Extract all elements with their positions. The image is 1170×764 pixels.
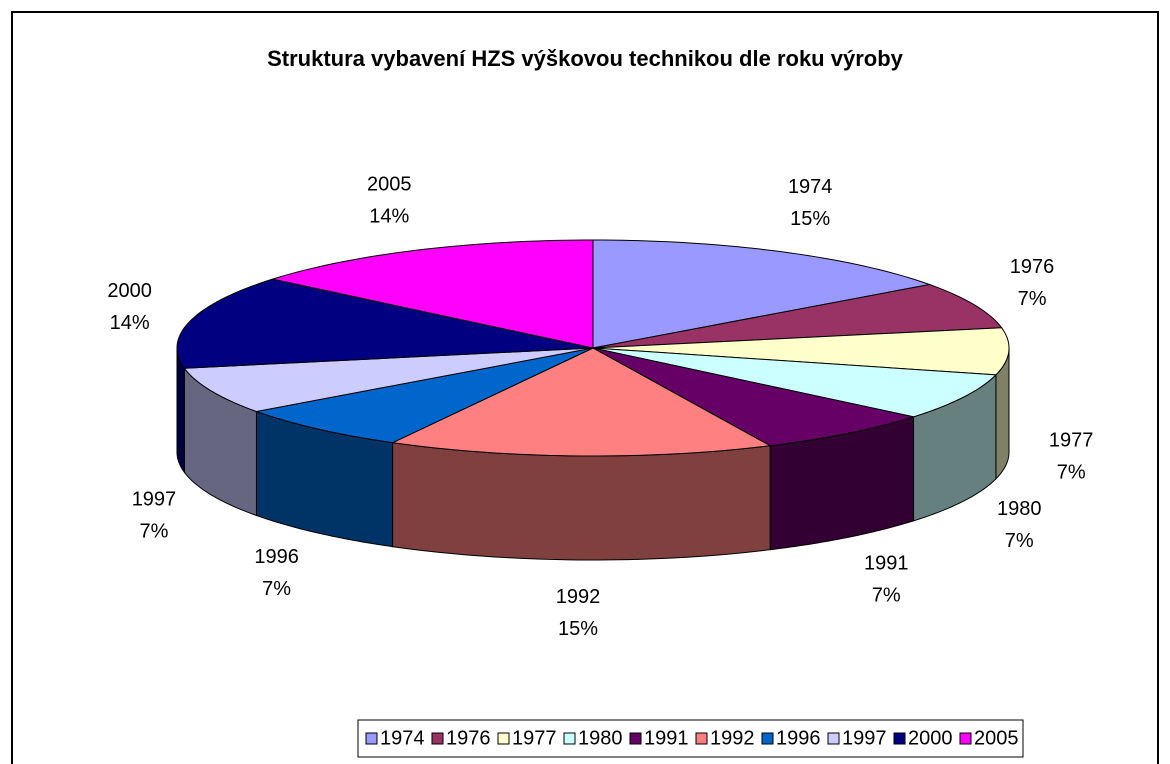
legend-swatch [629, 732, 642, 745]
legend-label: 1997 [842, 727, 887, 749]
legend-label: 1976 [446, 727, 491, 749]
legend-swatch [431, 732, 444, 745]
data-label-category: 1974 [788, 176, 833, 198]
legend-swatch [761, 732, 774, 745]
data-label-value: 15% [790, 208, 830, 230]
data-label-value: 14% [369, 206, 409, 228]
legend-label: 1980 [578, 727, 623, 749]
data-label-value: 14% [110, 312, 150, 334]
pie-slice [592, 327, 1010, 376]
legend-swatch [827, 732, 840, 745]
data-label-value: 7% [1018, 288, 1047, 310]
pie-slice [592, 347, 916, 447]
data-label-category: 1992 [556, 586, 601, 608]
pie-slice [176, 278, 594, 369]
legend-label: 1977 [512, 727, 557, 749]
legend-swatch [893, 732, 906, 745]
data-label-value: 7% [872, 584, 901, 606]
legend-label: 1991 [644, 727, 689, 749]
legend-label: 2000 [908, 727, 953, 749]
pie-slice [592, 284, 1003, 349]
data-label-value: 7% [262, 578, 291, 600]
pie-slice [183, 347, 594, 412]
pie-slice [592, 347, 998, 418]
legend-swatch [497, 732, 510, 745]
data-label-category: 1980 [997, 498, 1042, 520]
data-label-category: 2005 [367, 174, 412, 196]
pie-slice [592, 239, 932, 349]
legend-swatch [959, 732, 972, 745]
pie-slice [270, 239, 594, 349]
data-label-category: 2000 [107, 280, 152, 302]
legend-label: 1992 [710, 727, 755, 749]
legend-swatch [695, 732, 708, 745]
data-label-category: 1976 [1010, 256, 1055, 278]
legend-swatch [365, 732, 378, 745]
data-label-category: 1997 [132, 489, 177, 511]
pie-side [392, 442, 771, 561]
data-label-value: 7% [139, 521, 168, 543]
legend-box [357, 719, 1024, 758]
data-label-value: 7% [1005, 530, 1034, 552]
data-label-value: 15% [558, 618, 598, 640]
legend-label: 2005 [974, 727, 1019, 749]
data-label-category: 1996 [254, 546, 299, 568]
data-label-category: 1991 [864, 552, 909, 574]
pie-slice [390, 347, 772, 457]
data-label-category: 1977 [1049, 429, 1094, 451]
data-label-value: 7% [1057, 461, 1086, 483]
legend-label: 1996 [776, 727, 821, 749]
pie-slice [254, 347, 594, 444]
legend-label: 1974 [380, 727, 425, 749]
legend-swatch [563, 732, 576, 745]
chart-title: Struktura vybavení HZS výškovou techniko… [267, 46, 904, 71]
